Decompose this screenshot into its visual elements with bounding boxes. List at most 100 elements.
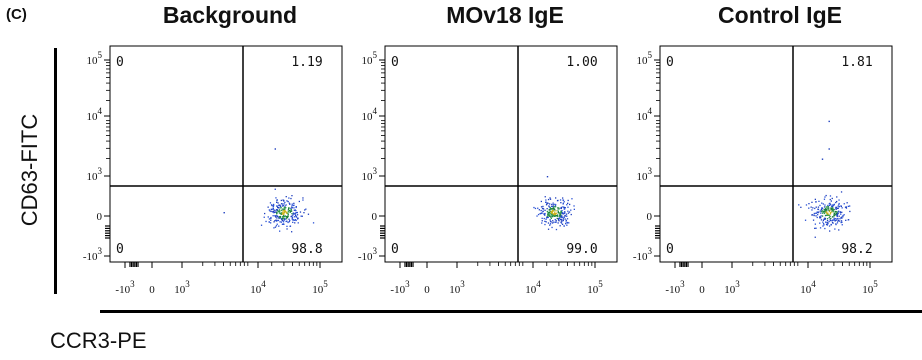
event-point: [552, 210, 554, 212]
event-point: [282, 215, 285, 217]
event-point: [540, 200, 542, 203]
event-point: [286, 212, 288, 214]
event-point: [545, 204, 548, 206]
x-axis-label: CCR3-PE: [50, 328, 147, 353]
event-point: [269, 210, 271, 212]
event-point: [841, 217, 843, 219]
event-point: [284, 207, 286, 209]
event-point: [275, 225, 278, 227]
event-point: [260, 224, 263, 226]
event-point: [821, 202, 823, 204]
event-point: [835, 219, 837, 221]
event-point: [567, 212, 570, 214]
event-point: [555, 215, 557, 217]
x-tick-label: 0: [424, 284, 430, 296]
event-point: [295, 206, 297, 209]
event-point: [562, 197, 564, 199]
event-point: [830, 223, 832, 226]
event-point: [292, 212, 294, 214]
event-point: [833, 215, 835, 217]
event-point: [848, 219, 850, 221]
event-point: [845, 207, 848, 209]
event-point: [283, 203, 285, 205]
event-point: [564, 211, 566, 213]
event-point: [537, 207, 539, 209]
event-point: [549, 219, 551, 221]
y-axis-bracket-line: [54, 48, 57, 294]
event-point: [548, 205, 550, 207]
event-point: [557, 222, 559, 224]
x-tick-label: 103: [449, 279, 465, 296]
event-point: [291, 206, 293, 208]
event-point: [282, 210, 285, 212]
event-point: [288, 218, 290, 220]
event-point: [808, 203, 810, 205]
event-point: [567, 210, 569, 212]
event-point: [295, 206, 297, 208]
event-point: [272, 203, 275, 206]
event-point: [286, 211, 288, 213]
event-point: [559, 225, 561, 227]
event-point: [562, 213, 564, 215]
event-point: [804, 219, 807, 221]
event-point: [551, 214, 553, 216]
plot-frame: [659, 45, 893, 263]
event-point: [549, 203, 551, 205]
event-point: [275, 219, 277, 221]
event-point: [550, 221, 552, 223]
event-point: [829, 215, 831, 217]
event-point: [276, 208, 278, 211]
event-point: [271, 204, 273, 207]
event-point: [816, 216, 818, 219]
event-point: [820, 219, 823, 221]
event-point: [269, 202, 272, 204]
event-point: [554, 215, 556, 217]
event-point: [828, 120, 830, 123]
event-point: [558, 207, 560, 209]
event-point: [560, 202, 562, 204]
event-point: [290, 197, 292, 200]
event-point: [565, 213, 568, 215]
event-point: [550, 213, 552, 215]
event-point: [822, 212, 824, 214]
event-point: [845, 206, 847, 208]
event-point: [554, 203, 556, 205]
event-point: [276, 213, 278, 215]
event-point: [828, 148, 830, 150]
event-point: [272, 210, 275, 213]
y-tick-label: 105: [87, 50, 103, 67]
event-point: [834, 207, 837, 209]
event-point: [827, 204, 829, 207]
event-point: [268, 218, 271, 220]
event-point: [828, 225, 831, 227]
event-point: [551, 216, 554, 218]
event-point: [294, 212, 296, 214]
event-point: [560, 222, 563, 224]
event-point: [270, 204, 273, 206]
quadrant-value-lower-left: 0: [666, 242, 674, 257]
event-point: [305, 208, 307, 210]
event-point: [833, 204, 835, 206]
event-point: [547, 212, 549, 214]
event-point: [274, 211, 276, 213]
quadrant-value-lower-left: 0: [391, 242, 399, 257]
event-point: [275, 215, 277, 217]
event-point: [288, 208, 290, 210]
event-point: [821, 208, 824, 210]
event-point: [565, 221, 567, 223]
event-point: [835, 207, 838, 209]
event-point: [840, 205, 842, 207]
x-tick-label: -103: [390, 279, 410, 296]
event-point: [827, 206, 829, 208]
event-point: [841, 207, 843, 209]
event-point: [542, 205, 544, 208]
event-point: [548, 213, 550, 215]
event-point: [537, 213, 540, 216]
event-point: [546, 208, 548, 210]
event-point: [821, 207, 823, 209]
event-point: [550, 210, 552, 213]
quadrant-value-lower-right: 99.0: [566, 242, 597, 257]
event-point: [842, 216, 844, 218]
event-point: [286, 218, 288, 220]
event-point: [542, 208, 545, 210]
